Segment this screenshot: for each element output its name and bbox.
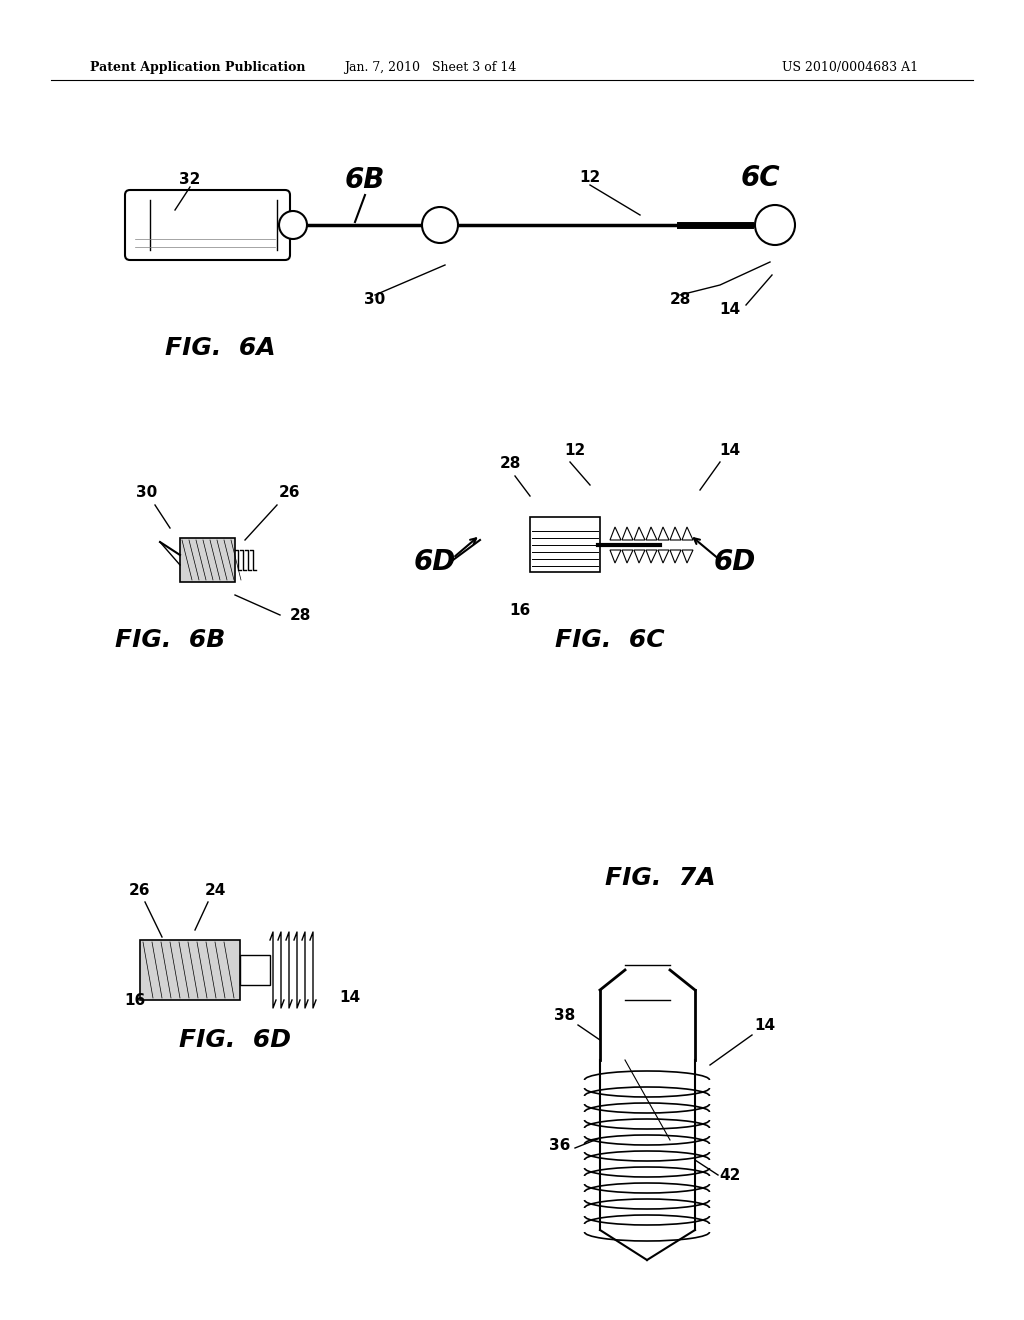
Text: FIG.  7A: FIG. 7A: [605, 866, 716, 890]
Text: FIG.  6B: FIG. 6B: [115, 628, 225, 652]
Polygon shape: [622, 527, 633, 540]
Text: 28: 28: [500, 455, 520, 471]
Text: 16: 16: [124, 993, 145, 1008]
Text: FIG.  6D: FIG. 6D: [179, 1028, 291, 1052]
Text: 6B: 6B: [345, 166, 385, 194]
Polygon shape: [670, 550, 681, 564]
Polygon shape: [634, 527, 645, 540]
Text: 28: 28: [290, 609, 310, 623]
Circle shape: [422, 207, 458, 243]
Text: 24: 24: [205, 883, 225, 898]
Polygon shape: [610, 527, 621, 540]
Bar: [530, 517, 600, 572]
Text: 30: 30: [136, 484, 158, 500]
Bar: [240, 954, 270, 985]
Text: 26: 26: [280, 484, 301, 500]
Polygon shape: [682, 550, 693, 564]
Text: 28: 28: [670, 293, 690, 308]
Text: 14: 14: [755, 1018, 775, 1034]
Text: 36: 36: [549, 1138, 570, 1152]
Text: 14: 14: [720, 302, 740, 318]
Text: 12: 12: [564, 444, 586, 458]
Polygon shape: [634, 550, 645, 564]
Polygon shape: [622, 550, 633, 564]
Text: 26: 26: [129, 883, 151, 898]
Text: 30: 30: [365, 293, 386, 308]
Text: Jan. 7, 2010   Sheet 3 of 14: Jan. 7, 2010 Sheet 3 of 14: [344, 62, 516, 74]
Text: 6D: 6D: [714, 548, 756, 576]
Circle shape: [755, 205, 795, 246]
Text: 14: 14: [720, 444, 740, 458]
Bar: [140, 940, 240, 1001]
Polygon shape: [670, 527, 681, 540]
Polygon shape: [658, 527, 669, 540]
Text: 6C: 6C: [740, 164, 780, 191]
Text: 16: 16: [509, 603, 530, 618]
Text: 32: 32: [179, 173, 201, 187]
Circle shape: [279, 211, 307, 239]
Text: 42: 42: [719, 1168, 740, 1183]
Text: FIG.  6A: FIG. 6A: [165, 337, 275, 360]
Polygon shape: [658, 550, 669, 564]
Bar: [180, 539, 234, 582]
Text: US 2010/0004683 A1: US 2010/0004683 A1: [782, 62, 919, 74]
Text: 14: 14: [339, 990, 360, 1005]
Text: Patent Application Publication: Patent Application Publication: [90, 62, 305, 74]
Text: 38: 38: [554, 1008, 575, 1023]
FancyBboxPatch shape: [125, 190, 290, 260]
Polygon shape: [610, 550, 621, 564]
Text: FIG.  6C: FIG. 6C: [555, 628, 665, 652]
Polygon shape: [646, 550, 657, 564]
Polygon shape: [646, 527, 657, 540]
Text: 12: 12: [580, 170, 601, 186]
Text: 6D: 6D: [414, 548, 456, 576]
Polygon shape: [682, 527, 693, 540]
